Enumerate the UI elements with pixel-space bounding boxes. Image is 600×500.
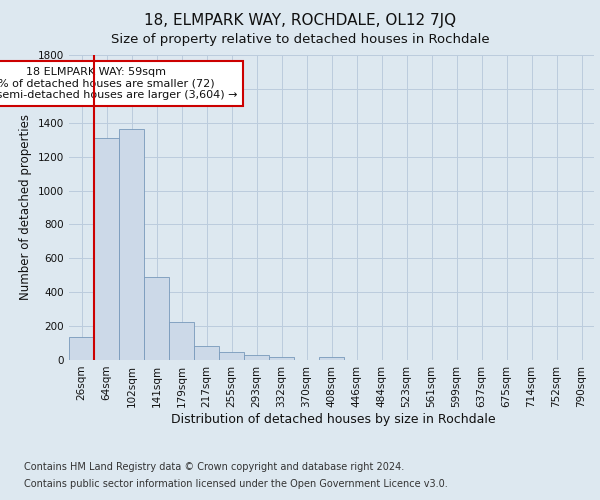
Text: Distribution of detached houses by size in Rochdale: Distribution of detached houses by size … [170,412,496,426]
Text: 18, ELMPARK WAY, ROCHDALE, OL12 7JQ: 18, ELMPARK WAY, ROCHDALE, OL12 7JQ [144,12,456,28]
Bar [144,277,169,360]
Text: Size of property relative to detached houses in Rochdale: Size of property relative to detached ho… [110,32,490,46]
Bar [94,138,119,360]
Bar [194,346,219,360]
Text: 18 ELMPARK WAY: 59sqm
← 2% of detached houses are smaller (72)
98% of semi-detac: 18 ELMPARK WAY: 59sqm ← 2% of detached h… [0,67,238,100]
Bar [119,128,144,360]
Bar [219,352,244,360]
Text: Contains HM Land Registry data © Crown copyright and database right 2024.: Contains HM Land Registry data © Crown c… [24,462,404,472]
Bar [169,322,194,360]
Bar [69,337,94,360]
Bar [244,356,269,360]
Bar [269,356,294,360]
Y-axis label: Number of detached properties: Number of detached properties [19,114,32,300]
Bar [319,356,344,360]
Text: Contains public sector information licensed under the Open Government Licence v3: Contains public sector information licen… [24,479,448,489]
